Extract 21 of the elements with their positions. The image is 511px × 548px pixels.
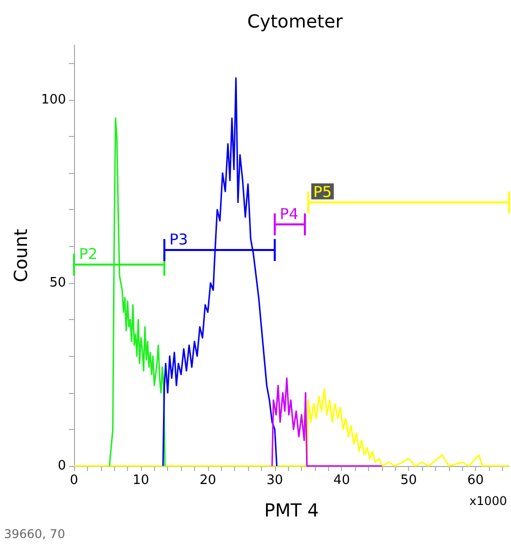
x-tick-label: 30 [266, 473, 284, 488]
line-series [271, 377, 383, 467]
x-tick-label: 60 [467, 473, 484, 488]
series-label: P4 [280, 204, 298, 223]
x-tick-label: 10 [132, 473, 150, 488]
text: x1000 [469, 494, 507, 508]
x-tick-label: 0 [70, 473, 78, 488]
x-axis-title: PMT 4 [264, 500, 319, 522]
y-axis-title: Count [10, 228, 32, 282]
line-series [162, 77, 278, 467]
x-tick-label: 50 [400, 473, 417, 488]
x-tick-label: 40 [333, 473, 350, 488]
y-tick-label: 0 [58, 458, 66, 474]
y-tick-label: 100 [41, 92, 66, 108]
series-label: P5 [313, 182, 332, 201]
text: 39660, 70 [4, 527, 66, 541]
series-label: P3 [169, 230, 188, 249]
y-tick-label: 50 [49, 275, 66, 290]
x-tick-label: 20 [200, 473, 216, 488]
chart-title: Cytometer [247, 12, 344, 32]
series-label: P2 [79, 245, 98, 264]
